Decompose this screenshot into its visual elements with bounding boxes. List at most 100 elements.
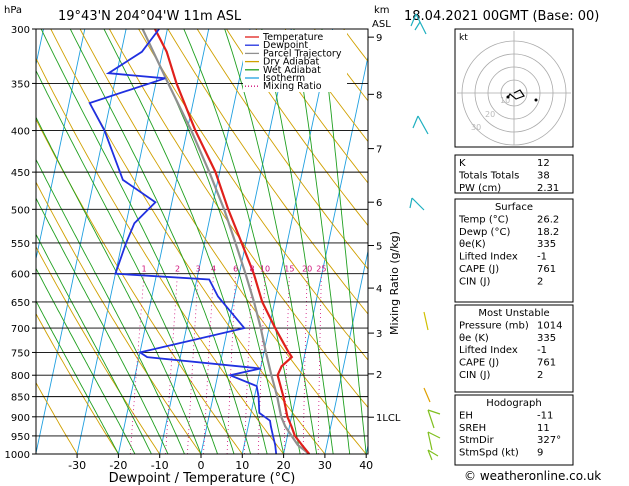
table-row-name: PW (cm) bbox=[459, 183, 501, 194]
mixing-ratio-line bbox=[226, 273, 237, 454]
mixing-ratio-line bbox=[317, 273, 322, 454]
hodograph: kt 10 20 30 bbox=[454, 28, 574, 148]
table-row-name: StmDir bbox=[459, 435, 494, 446]
table-row-name: CIN (J) bbox=[459, 370, 490, 381]
isotherm bbox=[159, 29, 251, 454]
mixing-ratio-labels: 1 2 3 4 6 8 10 15 20 25 bbox=[142, 265, 327, 274]
dry-adiabat bbox=[255, 29, 368, 184]
dry-adiabat bbox=[36, 181, 202, 454]
x-axis-title: Dewpoint / Temperature (°C) bbox=[109, 471, 296, 486]
table-row-value: -11 bbox=[537, 410, 553, 421]
dewpoint-line bbox=[88, 29, 278, 454]
pressure-tick-label: 1000 bbox=[5, 450, 30, 461]
mixing-ratio-line bbox=[165, 273, 178, 454]
stability-table: K 12 Totals Totals 38 PW (cm) 2.31 SurfaceTemp… bbox=[454, 154, 574, 466]
hodo-ring-label-20: 20 bbox=[485, 110, 495, 119]
isotherm bbox=[324, 248, 368, 454]
legend-label: Mixing Ratio bbox=[263, 81, 322, 92]
asl-unit-label: ASL bbox=[372, 19, 391, 30]
hodo-ring-label-10: 10 bbox=[500, 96, 510, 105]
mixing-ratio-line bbox=[244, 273, 253, 454]
pressure-tick-label: 900 bbox=[11, 413, 30, 424]
km-tick-label: 9 bbox=[376, 33, 382, 44]
table-row-name: Lifted Index bbox=[459, 345, 518, 356]
pressure-axis: 300 350 400 450 500 550 600 650 700 750 800 850 900 9… bbox=[5, 25, 36, 461]
isobar-lines bbox=[36, 29, 368, 454]
dry-adiabat bbox=[36, 381, 78, 454]
table-row-value: 335 bbox=[537, 333, 556, 344]
surface-box bbox=[454, 198, 574, 303]
table-row-name: CIN (J) bbox=[459, 276, 490, 287]
pressure-tick-label: 400 bbox=[11, 127, 30, 138]
mixing-ratio-line bbox=[257, 273, 266, 454]
table-section-title: Surface bbox=[495, 202, 533, 213]
hodograph-unit-label: kt bbox=[459, 33, 468, 43]
dry-adiabat bbox=[36, 245, 161, 454]
mixing-ratio-label: 20 bbox=[302, 265, 312, 274]
pressure-tick-label: 550 bbox=[11, 239, 30, 250]
legend-label: Parcel Trajectory bbox=[263, 48, 342, 59]
mixing-ratio-label: 25 bbox=[316, 265, 326, 274]
pressure-tick-label: 600 bbox=[11, 270, 30, 281]
temperature-tick-label: -20 bbox=[109, 459, 127, 472]
mixing-ratio-line bbox=[283, 273, 290, 454]
temperature-tick-label: 20 bbox=[277, 459, 291, 472]
credit-text: © weatheronline.co.uk bbox=[464, 469, 601, 483]
km-tick-label: 8 bbox=[376, 90, 382, 101]
mixing-ratio-line bbox=[302, 273, 308, 454]
table-row-value: 9 bbox=[537, 448, 543, 459]
table-row-name: Dewp (°C) bbox=[459, 227, 510, 238]
legend-label: Isotherm bbox=[263, 73, 305, 84]
mixing-ratio-lines bbox=[129, 273, 322, 454]
temperature-tick-label: 10 bbox=[235, 459, 249, 472]
legend-label: Wet Adiabat bbox=[263, 65, 321, 76]
hodo-ring-label-30: 30 bbox=[471, 123, 481, 132]
table-row-value: 761 bbox=[537, 358, 556, 369]
plot-frame bbox=[35, 28, 369, 455]
km-tick-label: 1LCL bbox=[376, 413, 401, 424]
most-unstable-box bbox=[454, 304, 574, 393]
mixing-ratio-label: 8 bbox=[249, 265, 254, 274]
isotherm-lines bbox=[36, 29, 368, 454]
altitude-axis: 9 8 7 6 5 4 3 2 1LCL bbox=[368, 33, 401, 424]
pressure-tick-label: 950 bbox=[11, 432, 30, 443]
table-row-name: Totals Totals bbox=[458, 170, 519, 181]
temperature-tick-label: -10 bbox=[151, 459, 169, 472]
mixing-ratio-line bbox=[129, 273, 145, 454]
table-row-value: 11 bbox=[537, 423, 550, 434]
legend-label: Temperature bbox=[262, 32, 323, 43]
table-row-name: SREH bbox=[459, 423, 486, 434]
isotherm bbox=[36, 29, 127, 454]
hodograph-box bbox=[454, 394, 574, 466]
table-row-value: 2 bbox=[537, 276, 543, 287]
table-row-value: 26.2 bbox=[537, 214, 559, 225]
dry-adiabat bbox=[225, 29, 368, 227]
isotherm bbox=[241, 29, 334, 454]
dry-adiabat bbox=[138, 29, 368, 361]
table-row-name: Lifted Index bbox=[459, 252, 518, 263]
temperature-tick-label: 40 bbox=[359, 459, 373, 472]
dry-adiabat bbox=[196, 29, 368, 270]
pressure-tick-label: 500 bbox=[11, 205, 30, 216]
table-section-title: Hodograph bbox=[486, 398, 541, 409]
table-row-value: 327° bbox=[537, 435, 561, 446]
table-row-value: 2 bbox=[537, 370, 543, 381]
table-row-value: 12 bbox=[537, 158, 550, 169]
mixing-ratio-label: 6 bbox=[233, 265, 238, 274]
temperature-line bbox=[154, 29, 311, 454]
mixing-ratio-label: 15 bbox=[284, 265, 294, 274]
km-tick-label: 3 bbox=[376, 329, 382, 340]
pressure-tick-label: 850 bbox=[11, 393, 30, 404]
table-row-name: K bbox=[459, 158, 466, 169]
pressure-tick-label: 450 bbox=[11, 168, 30, 179]
temperature-axis: -30 -20 -10 0 10 20 30 40 bbox=[68, 454, 373, 472]
table-row-name: Temp (°C) bbox=[458, 214, 509, 225]
table-row-name: EH bbox=[459, 410, 473, 421]
mixing-ratio-label: 2 bbox=[175, 265, 180, 274]
table-row-value: -1 bbox=[537, 345, 547, 356]
km-unit-label: km bbox=[374, 5, 390, 16]
pressure-tick-label: 800 bbox=[11, 371, 30, 382]
isotherm bbox=[200, 29, 292, 454]
